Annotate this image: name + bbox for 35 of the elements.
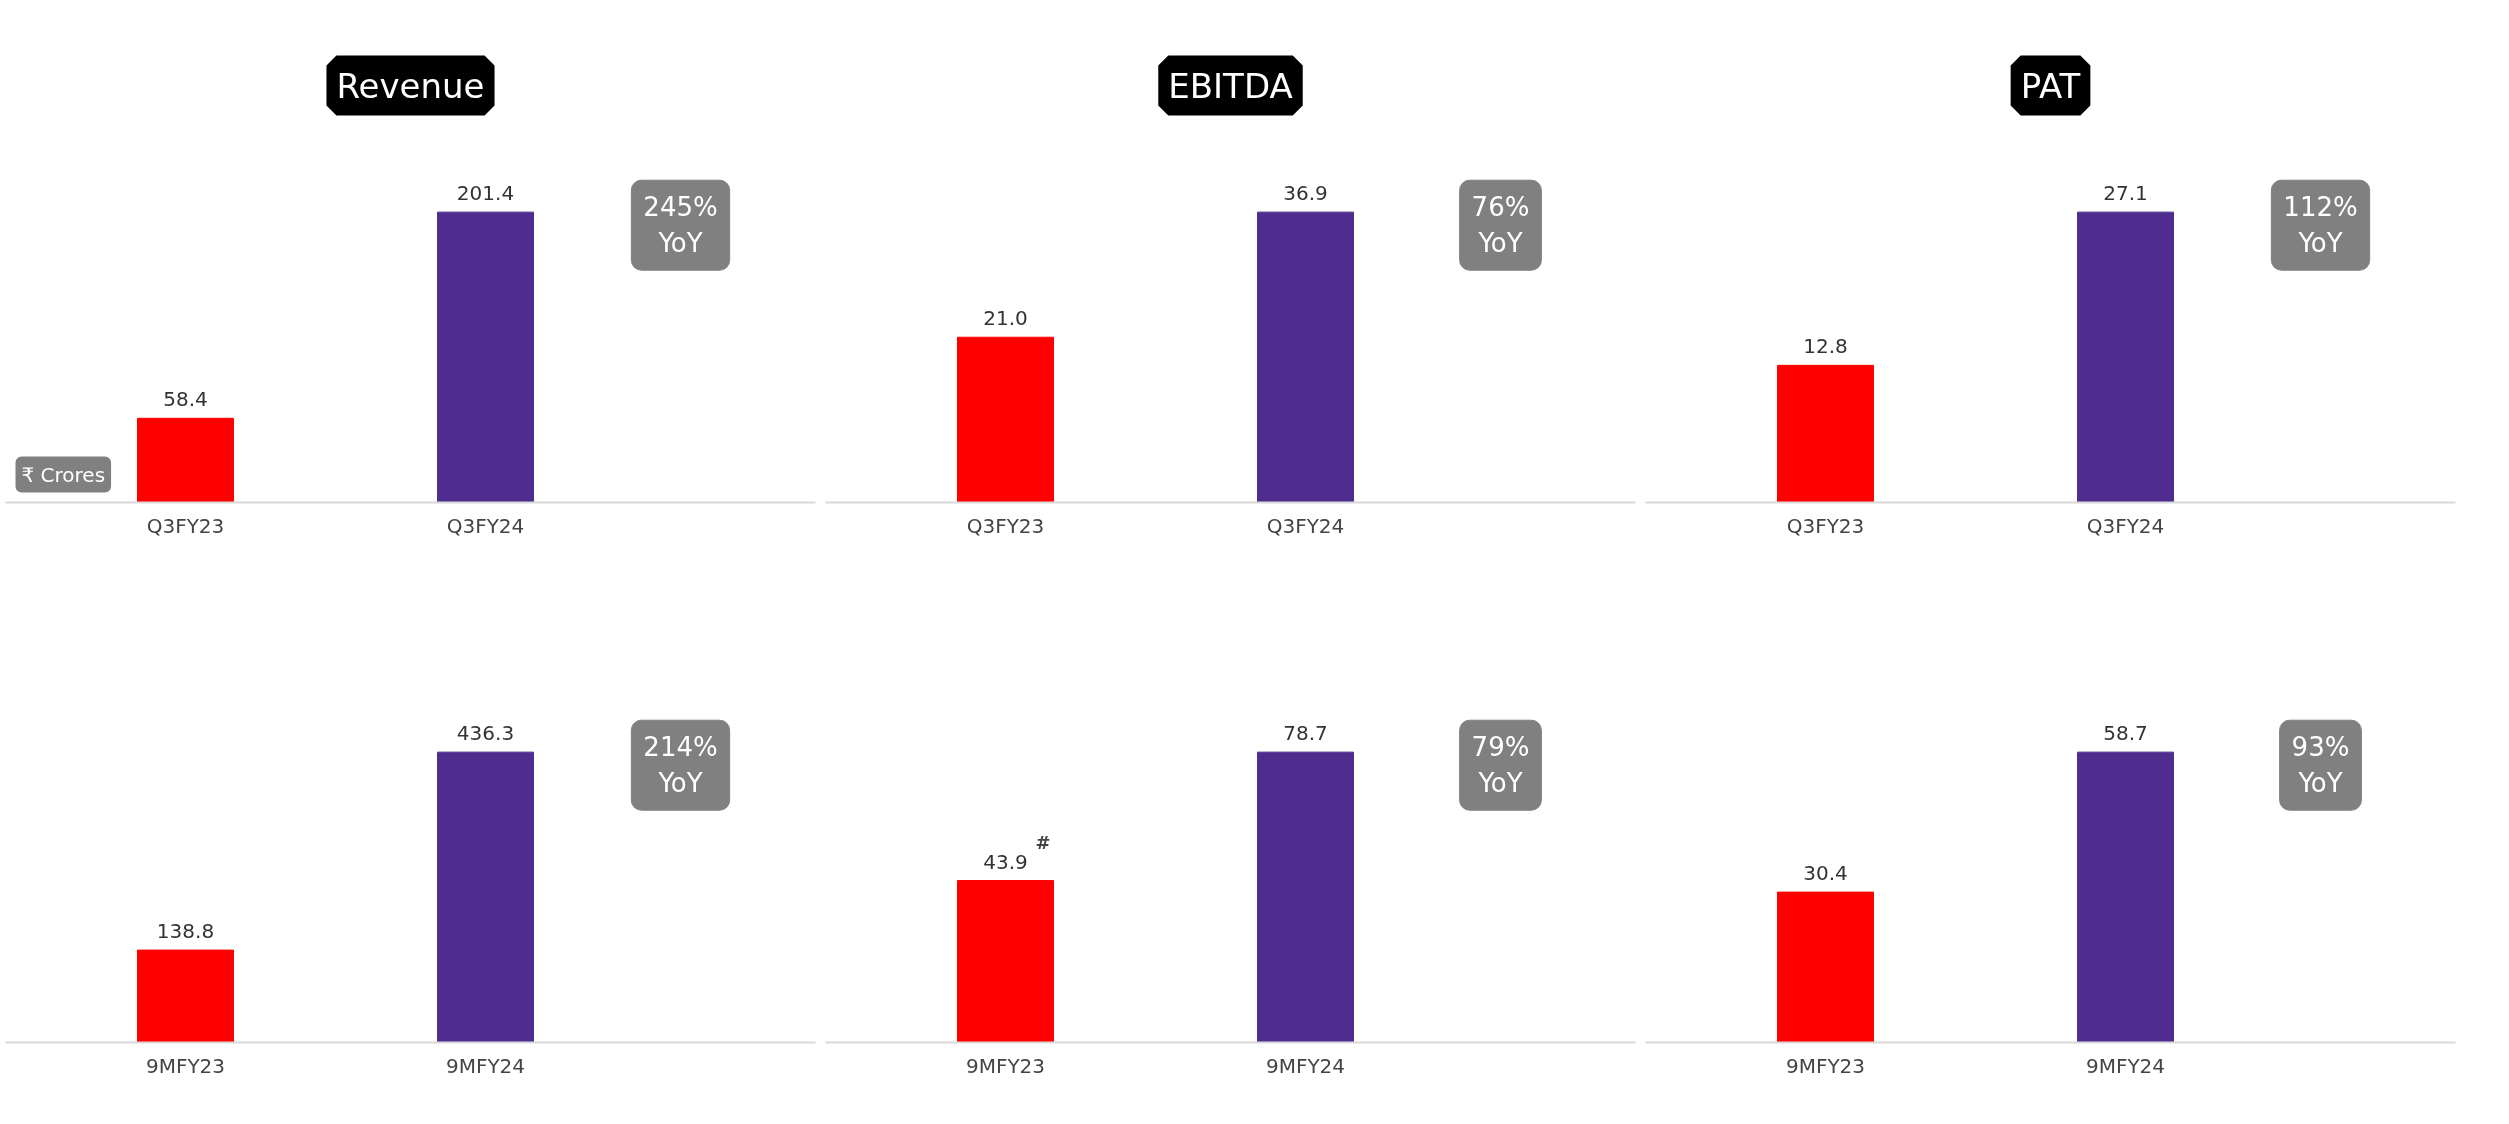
data-label: 78.7 xyxy=(1283,721,1328,746)
data-label: 21.0 xyxy=(983,306,1028,331)
x-tick-label: 9MFY23 xyxy=(965,1053,1046,1078)
x-tick-label: 9MFY23 xyxy=(145,1053,226,1078)
data-label: 27.1 xyxy=(2103,181,2148,206)
data-label: 30.4 xyxy=(1803,861,1848,886)
annotation: ₹ Crores xyxy=(21,462,106,487)
annotation: 93% YoY xyxy=(2291,732,2350,799)
x-tick-label: 9MFY24 xyxy=(445,1053,526,1078)
data-label: 43.9 xyxy=(983,849,1028,874)
x-tick-label: 9MFY23 xyxy=(1785,1053,1866,1078)
x-tick-label: 9MFY24 xyxy=(1265,1053,1346,1078)
x-tick-label: Q3FY24 xyxy=(2086,513,2165,538)
chart-title: PAT xyxy=(2020,65,2081,106)
data-label: 58.7 xyxy=(2103,721,2148,746)
x-tick-label: Q3FY23 xyxy=(1786,513,1865,538)
x-tick-label: Q3FY24 xyxy=(446,513,525,538)
chart-title: Revenue xyxy=(336,65,485,106)
data-label: 138.8 xyxy=(156,919,215,944)
x-tick-label: Q3FY23 xyxy=(966,513,1045,538)
x-tick-label: Q3FY23 xyxy=(146,513,225,538)
data-label: 58.4 xyxy=(163,387,208,412)
annotation: 112% YoY xyxy=(2283,192,2358,259)
annotation: 245% YoY xyxy=(643,192,718,259)
annotation: # xyxy=(1035,831,1051,853)
data-label: 12.8 xyxy=(1803,334,1848,359)
annotation: 76% YoY xyxy=(1471,192,1530,259)
data-label: 36.9 xyxy=(1283,181,1328,206)
data-label: 201.4 xyxy=(456,181,515,206)
annotation: 79% YoY xyxy=(1471,732,1530,799)
data-label: 436.3 xyxy=(456,721,515,746)
annotation: 214% YoY xyxy=(643,732,718,799)
x-tick-label: Q3FY24 xyxy=(1266,513,1345,538)
x-tick-label: 9MFY24 xyxy=(2085,1053,2166,1078)
chart-title: EBITDA xyxy=(1168,65,1293,106)
